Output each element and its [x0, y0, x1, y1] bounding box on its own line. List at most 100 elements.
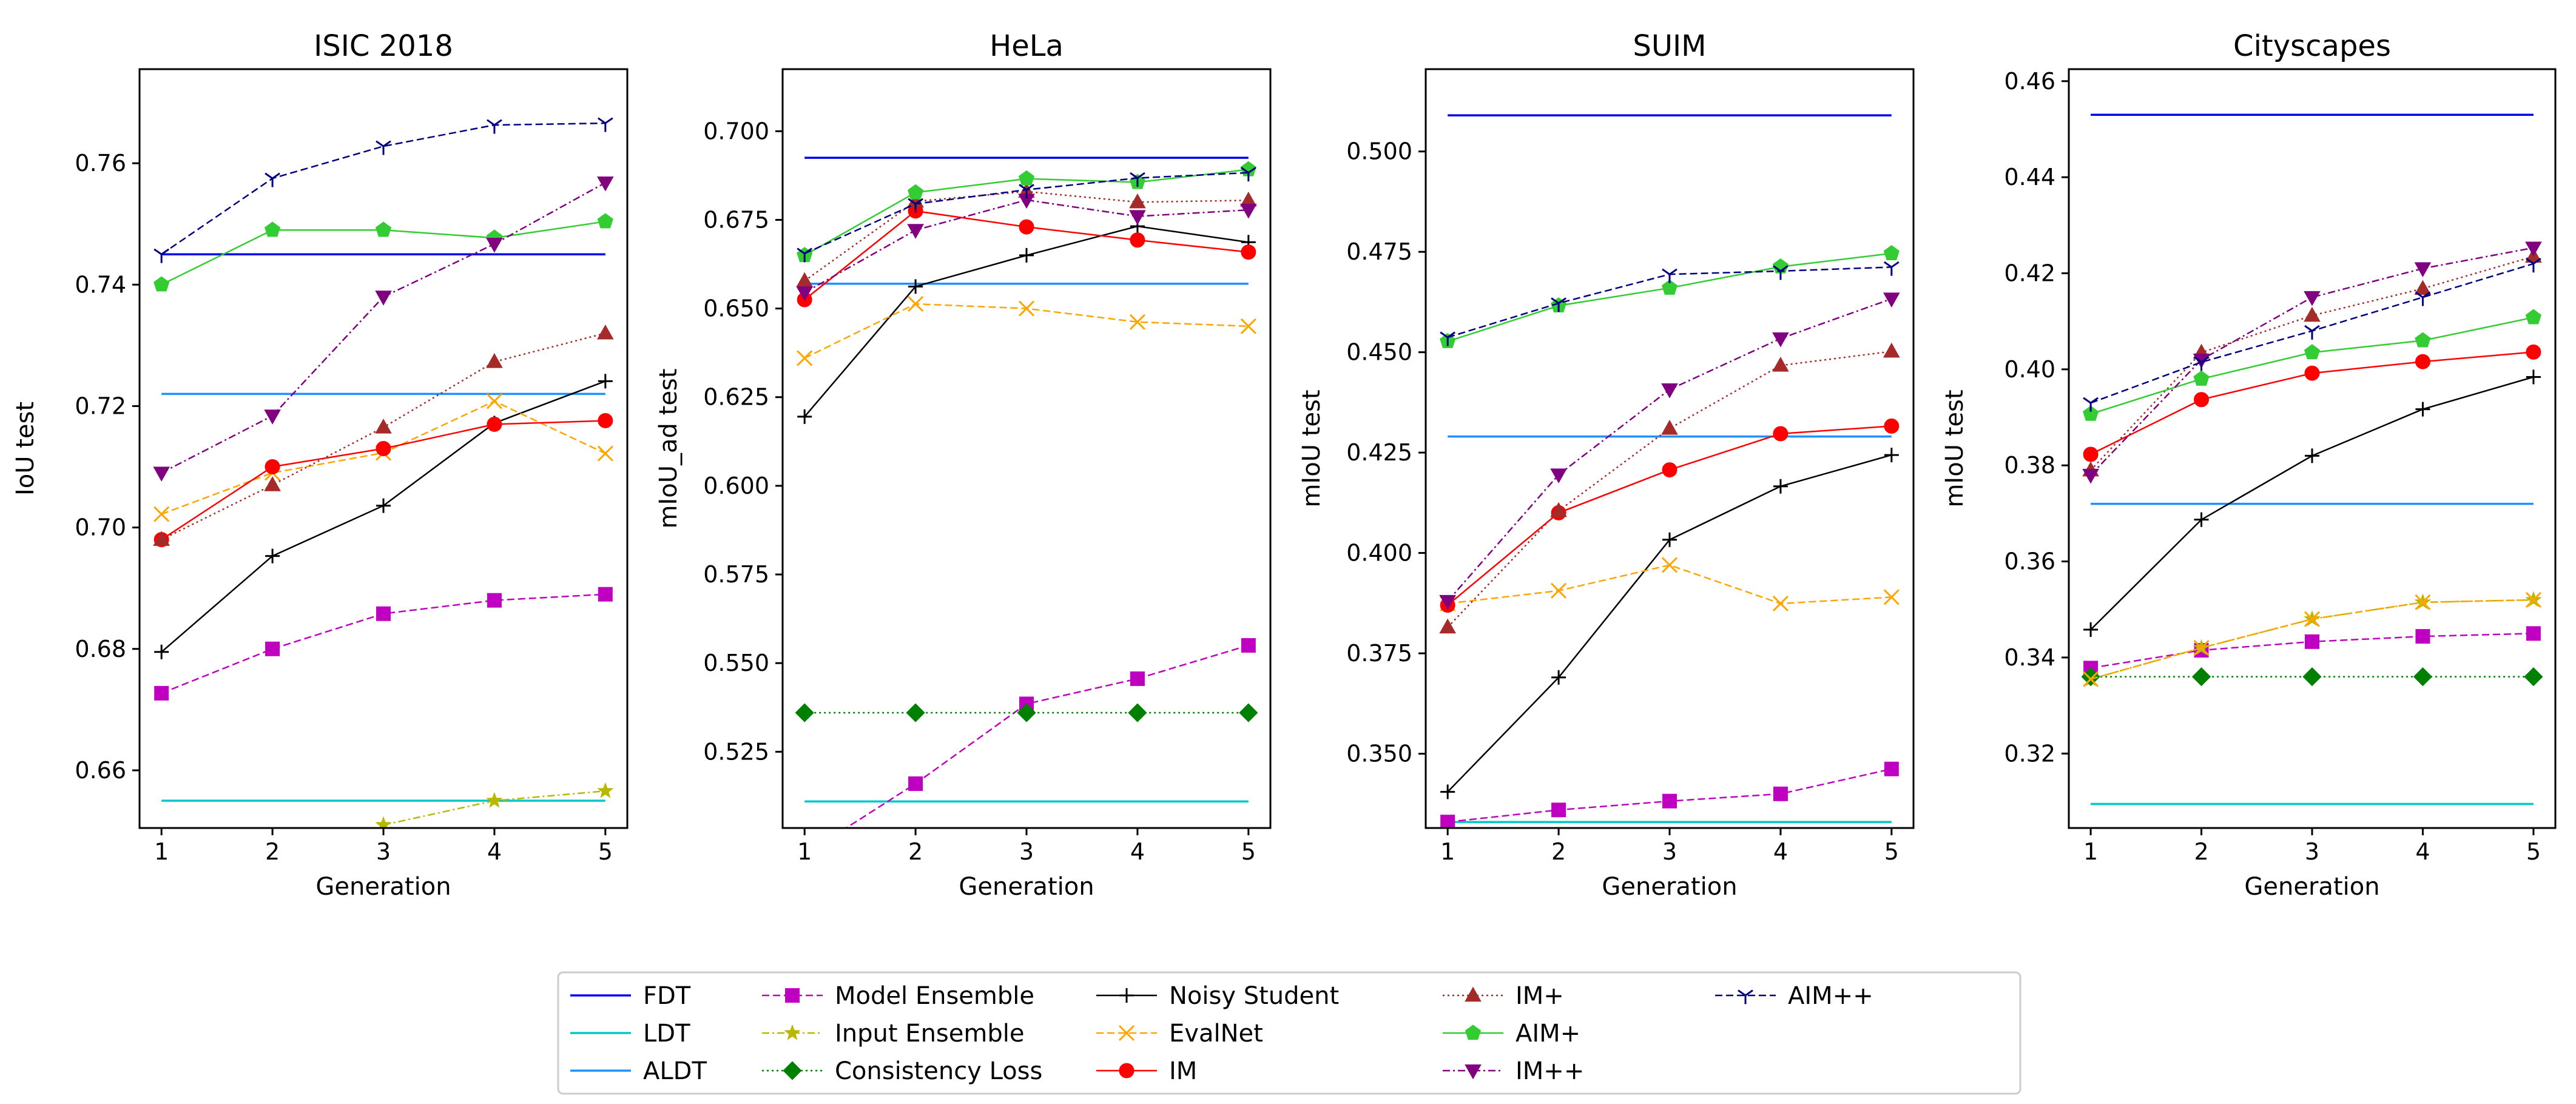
point-im — [487, 416, 502, 432]
chart-title: SUIM — [1633, 29, 1706, 63]
point-model-ensemble — [1884, 761, 1899, 776]
point-aimpp — [2193, 356, 2210, 371]
point-aimpp — [908, 198, 923, 213]
point-noisy-student — [1019, 247, 1034, 263]
point-impp — [597, 176, 614, 192]
legend-marker — [784, 1024, 801, 1040]
legend-item-input-ensemble: Input Ensemble — [762, 1020, 1024, 1048]
legend-item-model-ensemble: Model Ensemble — [762, 982, 1034, 1010]
point-model-ensemble — [487, 593, 502, 608]
point-im — [376, 441, 391, 456]
point-evalnet — [2415, 594, 2431, 610]
point-model-ensemble — [2415, 629, 2430, 644]
point-evalnet — [153, 506, 170, 522]
point-im — [2415, 354, 2430, 369]
series-line-im — [161, 420, 605, 540]
series-line-evalnet — [1448, 564, 1892, 605]
legend-item-aldt: ALDT — [570, 1057, 707, 1085]
y-axis-label: mIoU test — [1941, 389, 1969, 507]
point-im — [1241, 244, 1256, 260]
point-imp — [597, 324, 614, 340]
y-tick-label: 0.425 — [1346, 439, 1412, 466]
point-impp — [1240, 203, 1257, 219]
point-noisy-student — [797, 409, 812, 424]
x-tick-label: 2 — [265, 838, 280, 865]
y-tick-label: 0.74 — [75, 271, 126, 298]
series-line-aimp — [1447, 252, 1892, 342]
point-model-ensemble — [1241, 638, 1256, 653]
plots-layer: 1 2 3 4 5 0.66 0.68 0.70 0.72 0.74 0.76 ISIC 2018 Ge… — [12, 29, 2557, 901]
point-aimpp — [1440, 331, 1456, 346]
point-impp — [2525, 241, 2542, 257]
y-tick-label: 0.700 — [703, 118, 769, 144]
x-tick-label: 3 — [376, 838, 391, 865]
point-imp — [2414, 280, 2432, 295]
point-evalnet — [1240, 318, 1256, 334]
point-evalnet — [2525, 591, 2541, 608]
point-consistency-loss — [795, 703, 814, 722]
y-tick-label: 0.675 — [703, 206, 769, 233]
point-impp — [153, 466, 170, 482]
point-aimpp — [1240, 167, 1256, 182]
x-tick-label: 4 — [487, 838, 502, 865]
point-consistency-loss — [2524, 667, 2543, 687]
legend-label: IM+ — [1516, 982, 1564, 1010]
point-aimp — [1018, 170, 1035, 186]
legend-marker — [1738, 989, 1753, 1005]
x-axis-label: Generation — [1602, 873, 1737, 901]
y-tick-label: 0.70 — [75, 514, 126, 541]
legend-marker — [1119, 1063, 1135, 1079]
chart-title: Cityscapes — [2233, 29, 2391, 63]
point-noisy-student — [1551, 670, 1566, 685]
x-tick-label: 4 — [2415, 838, 2430, 865]
y-tick-label: 0.400 — [1346, 540, 1412, 567]
series-line-im — [1447, 425, 1892, 606]
point-noisy-student — [265, 548, 280, 564]
point-aimpp — [376, 140, 391, 155]
x-tick-label: 2 — [908, 838, 923, 865]
point-aimp — [375, 221, 392, 237]
series-layer — [153, 117, 614, 828]
y-tick-label: 0.42 — [2004, 260, 2055, 287]
series-line-impp — [1447, 298, 1892, 602]
point-aimp — [2525, 309, 2541, 325]
x-tick-label: 1 — [797, 838, 812, 865]
series-line-evalnet — [804, 303, 1249, 359]
chart-cityscapes: 1 2 3 4 5 0.32 0.34 0.36 0.38 0.40 0.42 0.44 0.46 Cit… — [1941, 29, 2557, 901]
legend-label: AIM+ — [1516, 1020, 1580, 1048]
x-axis-label: Generation — [959, 873, 1094, 901]
point-aimpp — [1019, 184, 1034, 199]
x-tick-label: 4 — [1773, 838, 1788, 865]
point-evalnet — [1883, 589, 1900, 605]
point-aimp — [908, 184, 924, 200]
point-im — [1773, 426, 1789, 442]
series-line-aimpp — [161, 122, 605, 255]
legend-item-noisy-student: Noisy Student — [1096, 982, 1339, 1010]
chart-suim: 1 2 3 4 5 0.350 0.375 0.400 0.425 0.450 0.475 0.500… — [1298, 29, 1915, 901]
x-tick-label: 4 — [1130, 838, 1145, 865]
legend-box — [557, 971, 2021, 1095]
point-evalnet — [2304, 611, 2321, 627]
point-noisy-student — [2305, 448, 2319, 463]
y-tick-label: 0.450 — [1346, 339, 1412, 366]
point-noisy-student — [2083, 622, 2099, 637]
point-evalnet — [2193, 640, 2210, 656]
point-aimp — [2415, 332, 2431, 348]
legend-label: IM++ — [1516, 1057, 1584, 1085]
y-axis-label: IoU test — [12, 402, 39, 496]
point-noisy-student — [376, 498, 391, 513]
point-model-ensemble — [1551, 803, 1566, 818]
series-line-imp — [1447, 351, 1892, 628]
point-model-ensemble — [1440, 815, 1455, 828]
legend-item-consistency-loss: Consistency Loss — [762, 1057, 1042, 1085]
legend-marker — [1465, 1064, 1482, 1080]
point-im — [1019, 219, 1034, 235]
point-model-ensemble — [2526, 626, 2541, 641]
point-im — [598, 412, 613, 428]
chart-title: HeLa — [990, 29, 1064, 63]
point-aimpp — [2526, 258, 2541, 273]
point-noisy-student — [2415, 402, 2430, 417]
point-model-ensemble — [1662, 793, 1677, 809]
series-line-evalnet — [161, 400, 606, 515]
